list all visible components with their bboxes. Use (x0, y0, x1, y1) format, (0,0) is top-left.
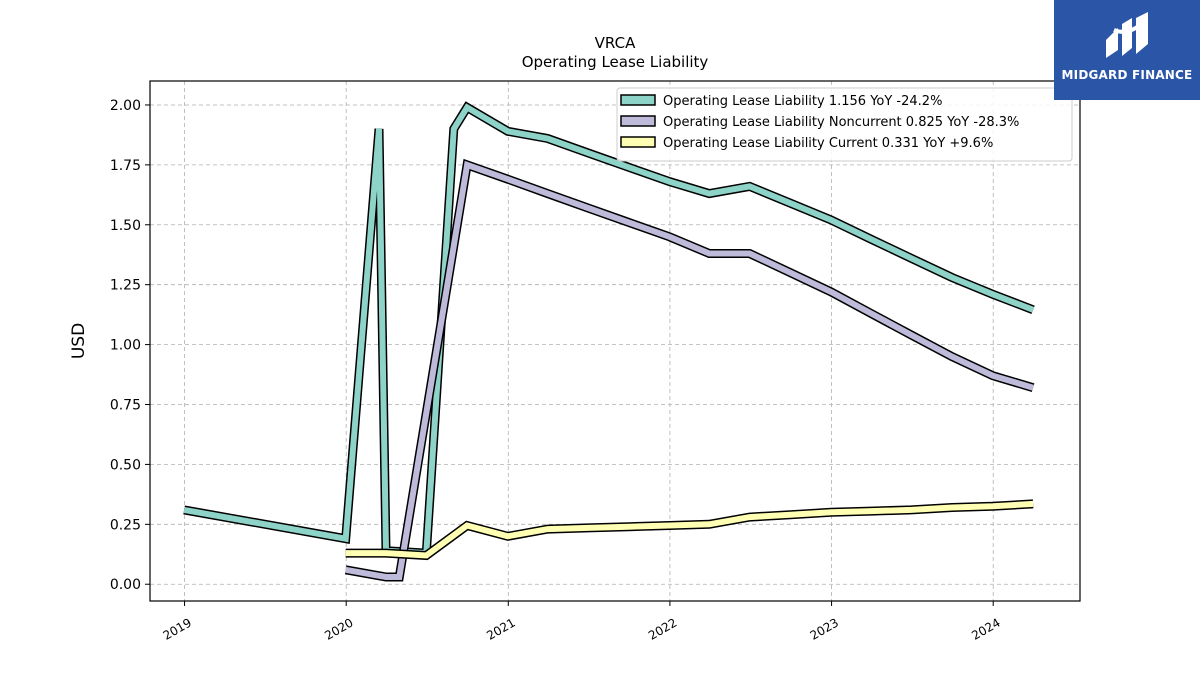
legend-label: Operating Lease Liability 1.156 YoY -24.… (663, 94, 942, 109)
legend-label: Operating Lease Liability Noncurrent 0.8… (663, 115, 1019, 130)
y-axis-label: USD (69, 323, 89, 359)
x-tick-label: 2024 (969, 615, 1002, 642)
chart-title: VRCA (595, 34, 636, 52)
y-tick-label: 1.50 (110, 218, 141, 234)
y-tick-label: 1.25 (110, 278, 141, 294)
legend-swatch (620, 94, 656, 106)
y-tick-label: 1.75 (110, 158, 141, 174)
x-tick-label: 2021 (484, 615, 517, 642)
brand-mark-icon (1106, 12, 1148, 58)
legend-swatch (620, 115, 656, 127)
y-tick-label: 0.25 (110, 517, 141, 533)
chart-subtitle: Operating Lease Liability (522, 53, 709, 71)
y-tick-label: 0.50 (110, 457, 141, 473)
series-line (344, 158, 1035, 582)
x-tick-label: 2023 (808, 615, 841, 642)
y-tick-label: 0.75 (110, 398, 141, 414)
x-tick-label: 2019 (161, 615, 194, 642)
brand-logo: MIDGARD FINANCE (1054, 0, 1200, 100)
y-tick-label: 1.00 (110, 338, 141, 354)
series-line-fill (345, 160, 1034, 580)
series-layer (183, 101, 1035, 582)
legend-box (616, 87, 1073, 162)
plot-frame (149, 80, 1081, 602)
y-tick-label: 0.00 (110, 577, 141, 593)
series-line-fill (345, 500, 1034, 559)
x-axis: 2019 2020 2021 2022 2023 2024 (161, 601, 1003, 643)
series-line (345, 499, 1034, 561)
x-tick-label: 2020 (322, 615, 355, 642)
y-tick-label: 2.00 (110, 98, 141, 114)
legend: Operating Lease Liability 1.156 YoY -24.… (616, 87, 1073, 162)
brand-name: MIDGARD FINANCE (1061, 68, 1193, 82)
legend-label: Operating Lease Liability Current 0.331 … (663, 136, 993, 151)
x-tick-label: 2022 (646, 615, 679, 642)
y-axis: 0.00 0.25 0.50 0.75 1.00 1.25 1.50 1.75 2.00 (110, 98, 150, 593)
legend-swatch (620, 136, 656, 148)
